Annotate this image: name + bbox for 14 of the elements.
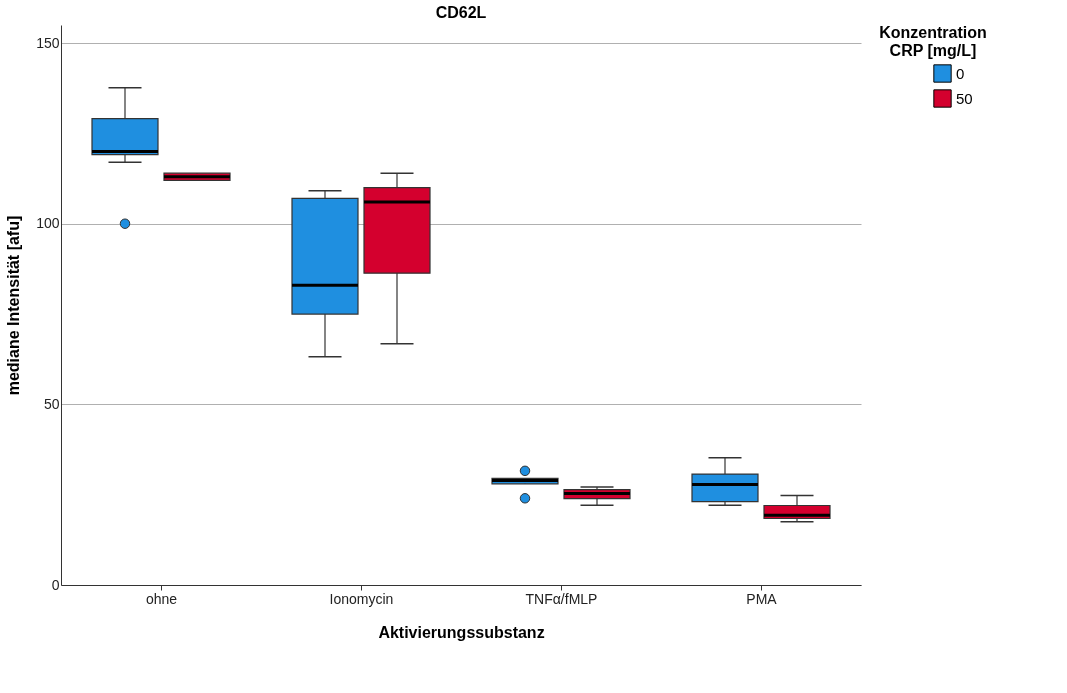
x-tick-label: TNFα/fMLP bbox=[525, 590, 598, 607]
chart-title: CD62L bbox=[435, 4, 487, 21]
x-tick-label: ohne bbox=[145, 590, 178, 607]
x-tick-label: PMA bbox=[746, 590, 778, 607]
legend-label: 50 bbox=[956, 89, 973, 107]
x-tick-label: Ionomycin bbox=[329, 590, 394, 607]
x-axis-title: Aktivierungssubstanz bbox=[378, 623, 545, 641]
y-tick-label: 150 bbox=[36, 34, 60, 51]
y-axis-title: mediane Intensität [afu] bbox=[5, 215, 23, 396]
legend-label: 0 bbox=[956, 64, 965, 82]
y-tick-label: 0 bbox=[51, 576, 60, 593]
y-tick-label: 50 bbox=[43, 395, 60, 412]
legend-title: Konzentration CRP [mg/L] bbox=[879, 24, 987, 59]
y-tick-label: 100 bbox=[36, 215, 60, 232]
